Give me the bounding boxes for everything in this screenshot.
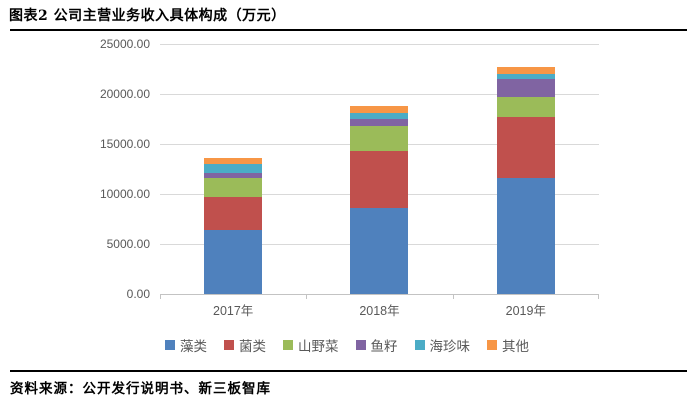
x-axis-labels: 2017年 2018年 2019年 (160, 300, 599, 319)
legend-item: 海珍味 (414, 335, 471, 355)
bar-segment (204, 157, 263, 165)
x-axis-label: 2017年 (213, 304, 254, 318)
legend-item: 山野菜 (283, 335, 339, 355)
legend-swatch-icon (414, 340, 425, 350)
bar-stack (350, 106, 409, 294)
title-rule (10, 29, 687, 31)
y-axis-tick-label: 10000.00 (99, 187, 150, 201)
bar-segment (496, 96, 555, 117)
bar-stack (496, 66, 555, 294)
legend: 藻类 菌类 山野菜 鱼籽 海珍味 其他 (0, 335, 694, 355)
bar-column (306, 44, 452, 294)
bar-segment (496, 177, 555, 294)
bar-segment (350, 207, 409, 294)
legend-label: 鱼籽 (370, 339, 398, 354)
legend-swatch-icon (283, 340, 293, 350)
x-axis-tick (160, 294, 161, 299)
bar-column (453, 44, 599, 294)
legend-label: 山野菜 (298, 339, 339, 354)
legend-label: 其他 (502, 339, 529, 354)
bar-segment (350, 106, 409, 113)
x-axis-label: 2019年 (505, 304, 546, 318)
y-axis-labels: 0.00 5000.00 10000.00 15000.00 20000.00 25000… (0, 37, 150, 301)
legend-item: 鱼籽 (355, 335, 398, 355)
bar-segment (350, 150, 409, 208)
bar-segment (496, 74, 555, 80)
legend-label: 海珍味 (429, 339, 471, 354)
x-axis-tick (452, 294, 454, 299)
source-text: 资料来源：公开发行说明书、新三板智库 (10, 381, 271, 397)
y-axis-tick-label: 5000.00 (106, 237, 150, 251)
bar-segment (496, 66, 555, 75)
legend-label: 菌类 (239, 339, 266, 354)
bar-segment (350, 112, 409, 119)
y-axis-tick-label: 25000.00 (99, 37, 150, 51)
gridline (160, 93, 599, 95)
y-axis-tick-label: 0.00 (126, 287, 150, 301)
bar-segment (204, 177, 263, 197)
bar-segment (496, 79, 555, 97)
legend-swatch-icon (487, 340, 497, 350)
legend-swatch-icon (224, 340, 234, 350)
bar-segment (350, 126, 409, 151)
legend-item: 其他 (487, 335, 529, 355)
bar-segment (204, 173, 263, 178)
source-rule (10, 370, 687, 372)
bar-column (160, 44, 306, 294)
legend-swatch-icon (165, 340, 175, 350)
x-axis-tick (598, 294, 599, 299)
legend-item: 菌类 (224, 335, 266, 355)
bar-segment (204, 164, 263, 174)
bar-segment (496, 116, 555, 178)
plot-area (160, 43, 599, 299)
figure-title: 图表2 公司主营业务收入具体构成（万元） (9, 8, 286, 24)
bar-stack (204, 157, 263, 294)
x-axis-tick (306, 294, 308, 299)
bar-segment (204, 197, 263, 230)
y-axis-tick-label: 20000.00 (99, 87, 150, 101)
legend-item: 藻类 (165, 335, 207, 355)
legend-swatch-icon (355, 340, 366, 350)
bar-segment (204, 230, 263, 294)
gridline (160, 43, 599, 45)
bar-segment (350, 118, 409, 127)
x-axis-label: 2018年 (359, 304, 400, 318)
y-axis-tick-label: 15000.00 (99, 137, 150, 151)
legend-label: 藻类 (180, 339, 207, 354)
